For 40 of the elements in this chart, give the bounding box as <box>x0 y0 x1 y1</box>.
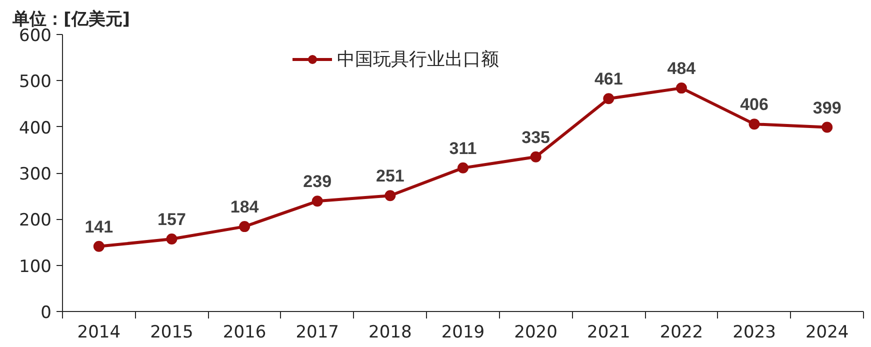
data-label: 461 <box>594 70 623 89</box>
data-label: 335 <box>522 128 550 147</box>
point <box>458 162 468 174</box>
y-tick-label: 300 <box>19 164 52 184</box>
x-tick-label: 2016 <box>222 322 266 342</box>
point <box>312 196 323 207</box>
point <box>166 234 178 245</box>
x-tick-label: 2022 <box>660 322 704 342</box>
x-tick-label: 2018 <box>368 322 412 342</box>
data-label: 484 <box>667 59 696 78</box>
x-tick-label: 2021 <box>587 322 630 342</box>
data-label: 239 <box>303 172 332 192</box>
x-tick-label: 2020 <box>514 322 558 342</box>
point <box>748 118 760 130</box>
data-label: 399 <box>812 98 842 118</box>
x-tick-label: 2024 <box>805 322 849 342</box>
x-tick-label: 2017 <box>296 322 339 342</box>
point <box>676 82 687 94</box>
x-tick-label: 2014 <box>77 322 121 342</box>
point <box>603 93 614 104</box>
data-label: 311 <box>449 138 477 158</box>
point <box>530 151 542 162</box>
y-tick-label: 100 <box>19 256 52 277</box>
y-tick-label: 500 <box>19 72 52 92</box>
data-label: 406 <box>740 95 768 114</box>
x-tick-label: 2019 <box>441 322 485 342</box>
y-tick-label: 0 <box>40 303 52 323</box>
x-tick-label: 2023 <box>732 322 776 342</box>
point <box>822 122 833 133</box>
point <box>93 240 104 252</box>
y-tick-label: 400 <box>19 118 52 138</box>
legend-label: 中国玩具行业出口额 <box>337 48 499 71</box>
data-label: 157 <box>158 210 186 230</box>
data-label: 251 <box>376 166 404 186</box>
point <box>384 190 396 202</box>
data-label: 184 <box>230 198 260 217</box>
point <box>239 221 250 232</box>
x-tick-label: 2015 <box>150 322 194 342</box>
y-tick-label: 200 <box>19 210 52 231</box>
data-label: 141 <box>84 217 114 236</box>
